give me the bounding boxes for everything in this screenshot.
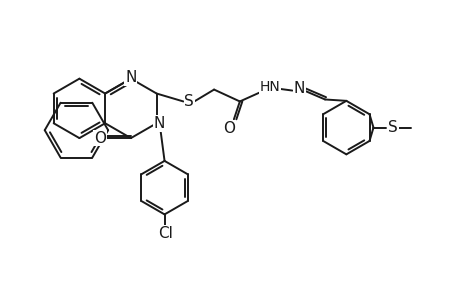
Text: S: S — [184, 94, 194, 109]
Text: S: S — [387, 120, 397, 135]
Text: O: O — [94, 130, 106, 146]
Text: N: N — [293, 81, 304, 96]
Text: N: N — [125, 70, 136, 85]
Text: N: N — [154, 116, 165, 131]
Text: HN: HN — [258, 80, 280, 94]
Text: O: O — [223, 121, 235, 136]
Text: Cl: Cl — [158, 226, 173, 241]
